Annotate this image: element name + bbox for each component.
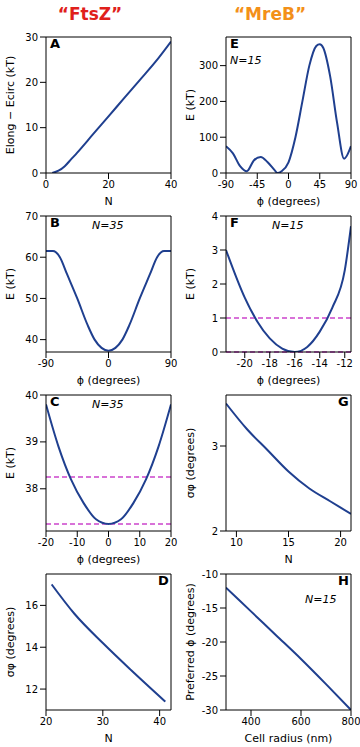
html-text:C: C	[50, 394, 60, 409]
svg-text:Preferred ϕ (degrees): Preferred ϕ (degrees)	[184, 583, 197, 701]
svg-text:40: 40	[25, 334, 38, 345]
svg-text:N: N	[284, 553, 292, 565]
svg-text:σφ (degrees): σφ (degrees)	[4, 607, 17, 678]
svg-text:2: 2	[212, 279, 218, 290]
svg-text:14: 14	[25, 642, 38, 653]
html-text:B: B	[50, 215, 60, 230]
svg-text:-45: -45	[249, 179, 265, 190]
svg-text:200: 200	[199, 96, 218, 107]
svg-text:-15: -15	[202, 603, 218, 614]
svg-text:20: 20	[40, 716, 53, 727]
svg-text:20: 20	[25, 77, 38, 88]
html-text:D: D	[158, 573, 169, 588]
svg-text:400: 400	[241, 716, 260, 727]
svg-text:-16: -16	[287, 358, 303, 369]
svg-text:ϕ (degrees): ϕ (degrees)	[257, 195, 321, 207]
svg-text:100: 100	[199, 132, 218, 143]
svg-text:-14: -14	[312, 358, 328, 369]
svg-text:0: 0	[212, 168, 218, 179]
svg-text:10: 10	[230, 537, 243, 548]
svg-text:3: 3	[212, 441, 218, 452]
svg-text:40: 40	[25, 390, 38, 401]
svg-text:0: 0	[285, 179, 291, 190]
html-text:“MreB”: “MreB”	[233, 4, 307, 24]
svg-text:-18: -18	[262, 358, 278, 369]
html-text:N=15: N=15	[230, 54, 262, 67]
svg-text:39: 39	[25, 436, 38, 447]
html-text:N=15: N=15	[305, 593, 337, 606]
html-text:H: H	[338, 573, 349, 588]
svg-text:4: 4	[212, 211, 218, 222]
svg-text:0: 0	[43, 179, 49, 190]
svg-text:10: 10	[25, 122, 38, 133]
html-text:F: F	[230, 215, 239, 230]
svg-text:20: 20	[165, 537, 178, 548]
svg-text:-20: -20	[237, 358, 253, 369]
svg-text:-90: -90	[38, 358, 54, 369]
svg-text:Elong − Ecirc (kT): Elong − Ecirc (kT)	[4, 56, 17, 154]
html-text:G: G	[338, 394, 349, 409]
svg-text:-10: -10	[69, 537, 85, 548]
svg-text:-12: -12	[337, 358, 353, 369]
svg-text:ϕ (degrees): ϕ (degrees)	[257, 374, 321, 386]
svg-text:3: 3	[212, 245, 218, 256]
svg-text:60: 60	[25, 252, 38, 263]
svg-text:90: 90	[165, 358, 178, 369]
svg-text:N: N	[104, 732, 112, 744]
html-text:N=35: N=35	[92, 219, 124, 232]
html-text:N=15: N=15	[272, 219, 304, 232]
svg-text:10: 10	[133, 537, 146, 548]
svg-text:-25: -25	[202, 671, 218, 682]
svg-text:2: 2	[212, 526, 218, 537]
svg-text:σφ (degrees): σφ (degrees)	[184, 428, 197, 499]
svg-text:E (kT): E (kT)	[4, 268, 17, 300]
svg-text:600: 600	[291, 716, 310, 727]
svg-text:12: 12	[25, 684, 38, 695]
svg-text:N: N	[104, 195, 112, 207]
svg-text:40: 40	[165, 179, 178, 190]
svg-text:-30: -30	[202, 705, 218, 716]
svg-text:0: 0	[212, 347, 218, 358]
svg-text:-20: -20	[38, 537, 54, 548]
svg-text:16: 16	[25, 600, 38, 611]
svg-text:0: 0	[105, 358, 111, 369]
svg-text:E (kT): E (kT)	[4, 447, 17, 479]
html-text:E: E	[230, 36, 239, 51]
svg-text:E (kT): E (kT)	[184, 89, 197, 121]
html-text:“FtsZ”: “FtsZ”	[57, 4, 123, 24]
svg-text:40: 40	[153, 716, 166, 727]
svg-text:20: 20	[102, 179, 115, 190]
svg-text:15: 15	[282, 537, 295, 548]
html-text:A: A	[50, 36, 61, 51]
svg-text:30: 30	[96, 716, 109, 727]
svg-text:ϕ (degrees): ϕ (degrees)	[77, 553, 141, 565]
svg-text:ϕ (degrees): ϕ (degrees)	[77, 374, 141, 386]
svg-text:-90: -90	[218, 179, 234, 190]
svg-text:-10: -10	[202, 569, 218, 580]
svg-text:800: 800	[341, 716, 360, 727]
svg-text:70: 70	[25, 211, 38, 222]
svg-text:0: 0	[32, 168, 38, 179]
svg-text:Cell radius (nm): Cell radius (nm)	[245, 732, 333, 744]
svg-text:50: 50	[25, 293, 38, 304]
svg-text:300: 300	[199, 60, 218, 71]
svg-text:30: 30	[25, 32, 38, 43]
svg-text:45: 45	[313, 179, 326, 190]
svg-text:20: 20	[334, 537, 347, 548]
svg-text:1: 1	[212, 313, 218, 324]
svg-text:90: 90	[345, 179, 358, 190]
svg-text:0: 0	[105, 537, 111, 548]
svg-text:38: 38	[25, 483, 38, 494]
svg-text:E (kT): E (kT)	[184, 268, 197, 300]
svg-text:-20: -20	[202, 637, 218, 648]
html-text:N=35: N=35	[92, 398, 124, 411]
